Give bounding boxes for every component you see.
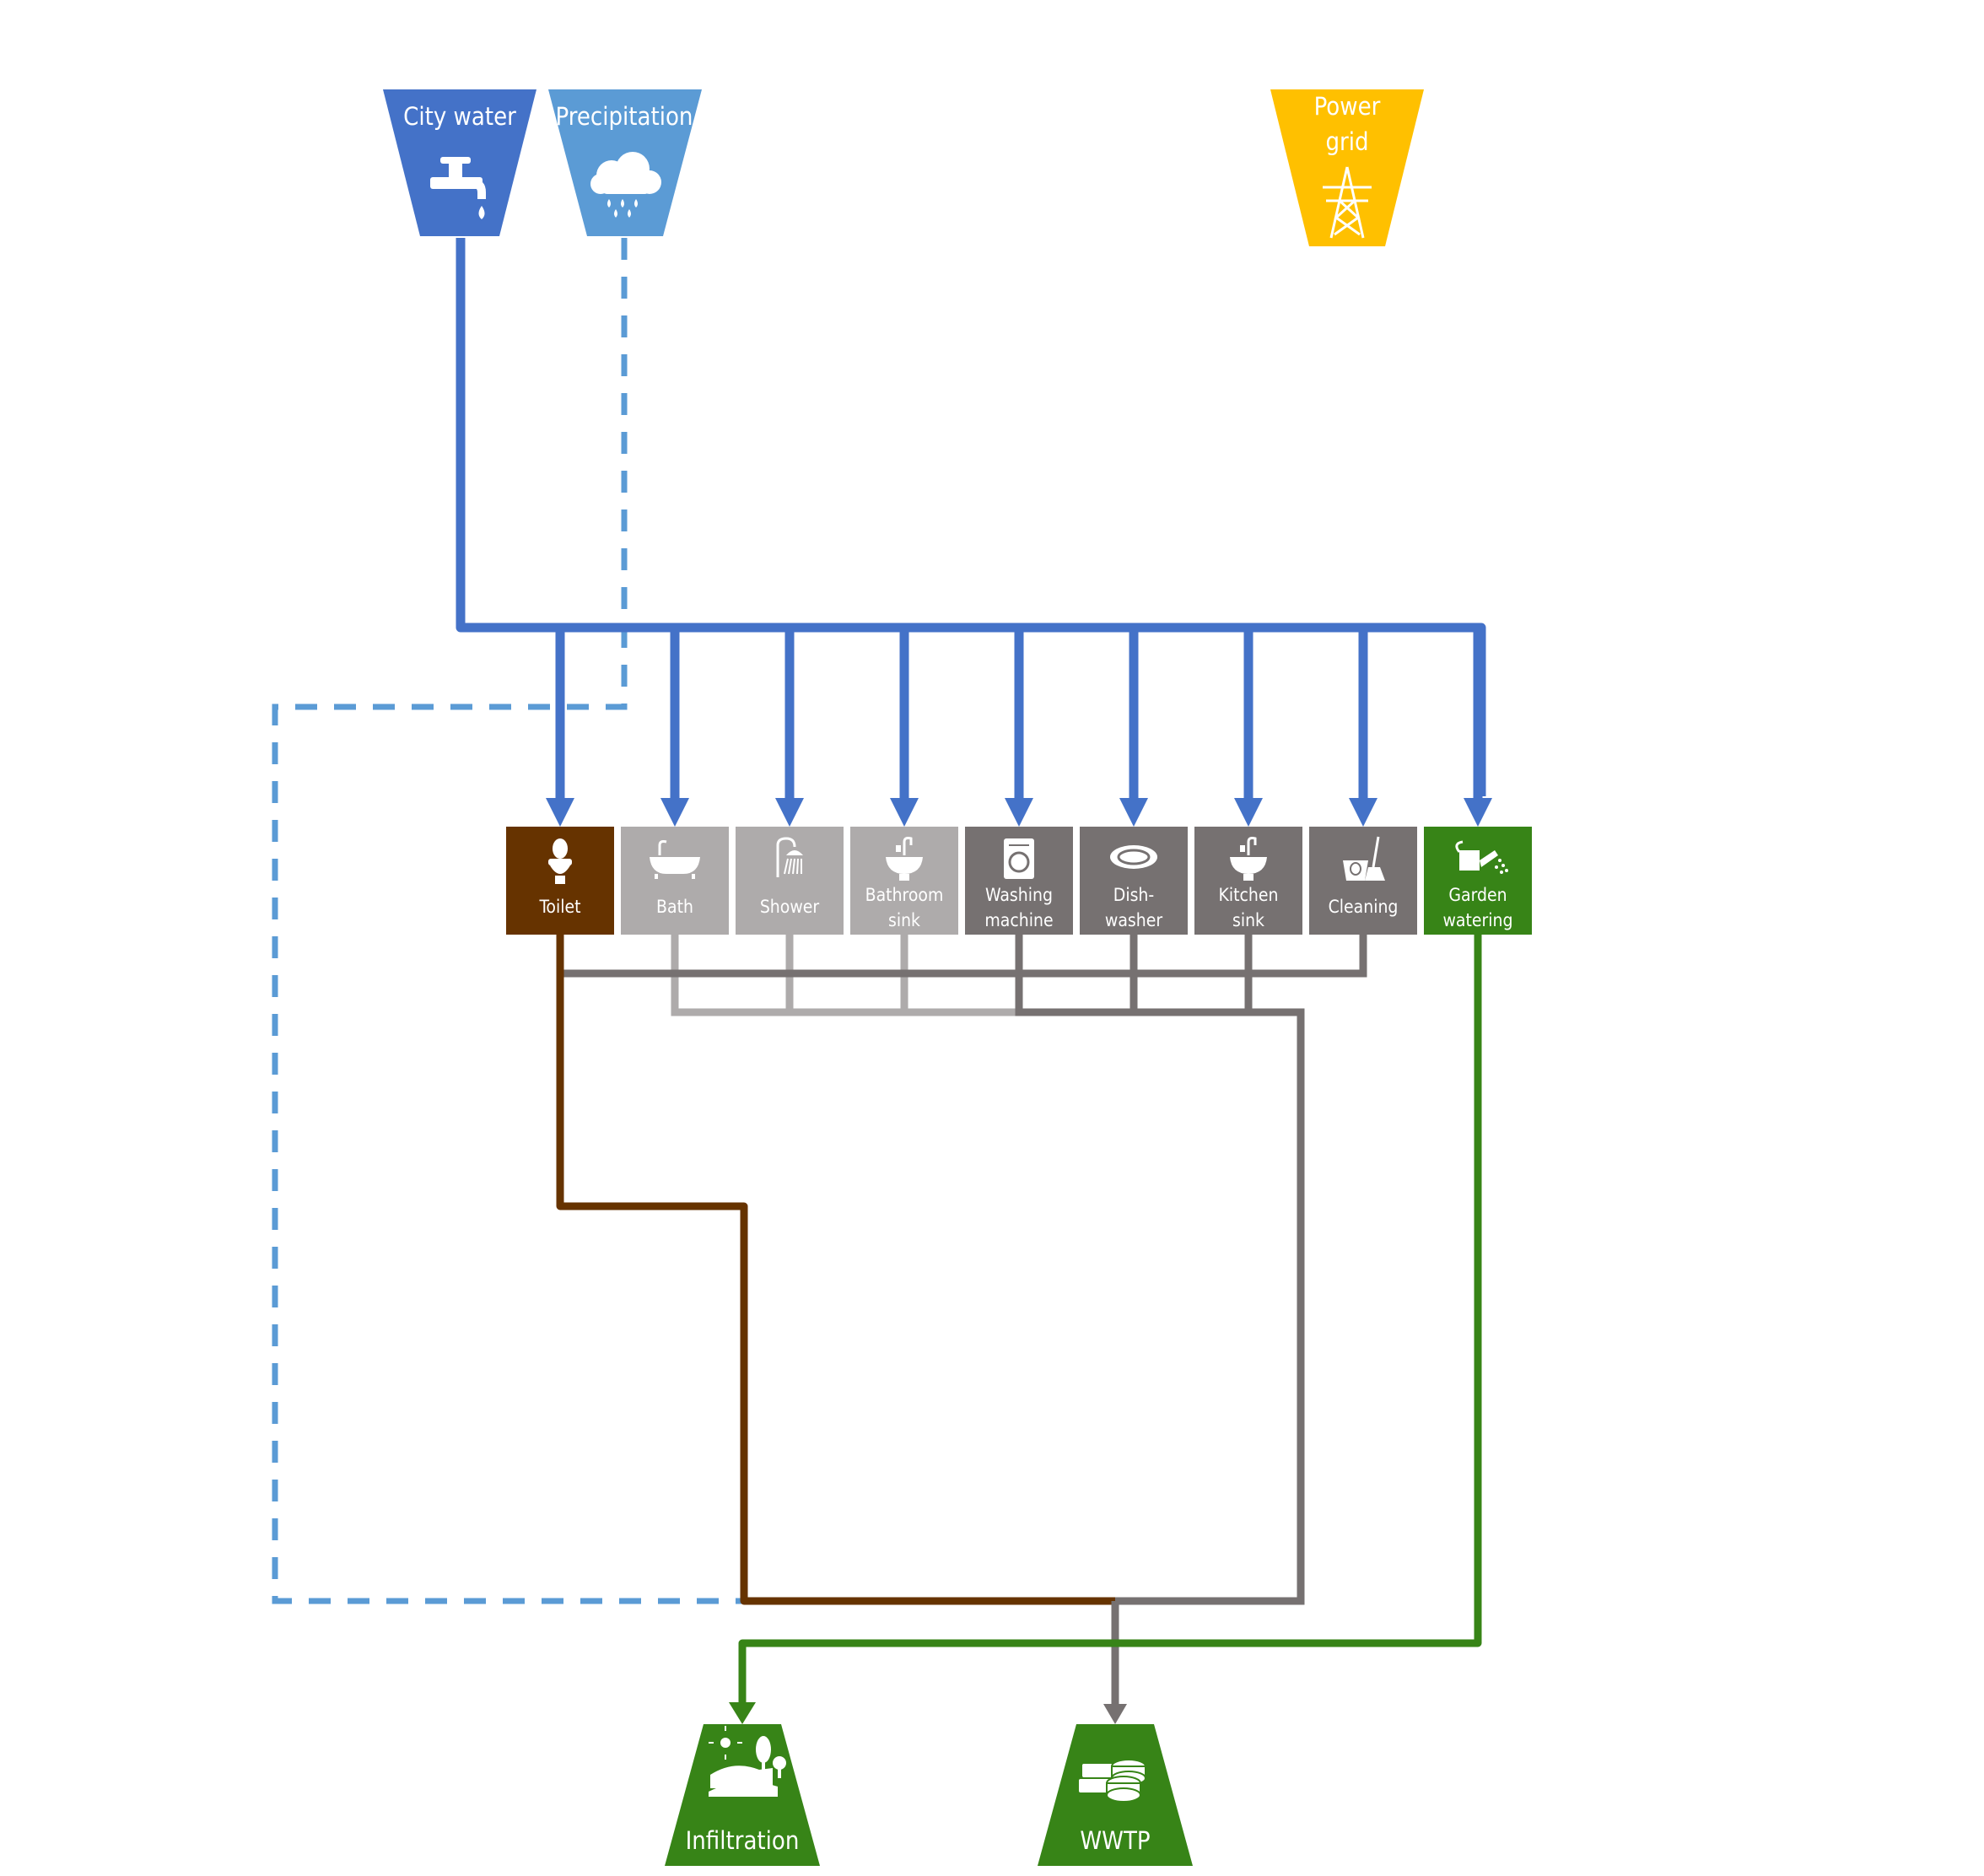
source-precipitation: Precipitation	[548, 89, 702, 236]
precipitation-pipe	[272, 238, 742, 1604]
dark-greywater-pipe	[1015, 935, 1305, 1605]
use-garden-watering: Garden watering	[1424, 827, 1532, 935]
plate-icon	[1110, 845, 1157, 869]
source-power-grid: Power grid	[1270, 89, 1424, 246]
use-label: Dish-	[1113, 885, 1154, 905]
use-label: Washing	[985, 885, 1053, 905]
sink-label: WWTP	[1080, 1826, 1150, 1855]
city-water-arrow	[546, 798, 574, 827]
washing-machine-icon	[1004, 838, 1034, 879]
use-label: Kitchen	[1218, 885, 1278, 905]
rain-cloud-icon	[590, 152, 661, 218]
use-label: Cleaning	[1329, 897, 1399, 917]
city-water-arrow	[1349, 798, 1377, 827]
dark-greywater-pipe-top	[556, 935, 1367, 978]
power-pylon-icon	[1323, 166, 1372, 239]
use-box	[621, 827, 729, 935]
treatment-tanks-icon	[1077, 1759, 1146, 1803]
source-city-water: City water	[383, 89, 536, 236]
use-label: Bath	[656, 897, 693, 917]
city-water-arrow	[890, 798, 919, 827]
use-dishwasher: Dish-washer	[1080, 827, 1188, 935]
use-shower: Shower	[736, 827, 844, 935]
use-label: Toilet	[538, 897, 580, 917]
shower-icon	[776, 837, 803, 877]
city-water-branches	[546, 628, 1492, 827]
use-label: Garden	[1448, 885, 1507, 905]
infiltration-arrow	[729, 1702, 756, 1724]
garden-pipe	[738, 935, 1482, 1707]
use-label: sink	[888, 910, 920, 930]
use-box	[1080, 827, 1188, 935]
tap-icon	[430, 157, 486, 219]
water-uses: Toilet Bath Shower Bathroom sink Washing machi…	[506, 827, 1532, 935]
landscape-icon	[709, 1726, 786, 1797]
use-label: washer	[1105, 910, 1162, 930]
use-washing-machine: Washing machine	[965, 827, 1073, 935]
source-label-line-2: grid	[1325, 127, 1368, 156]
city-water-arrow	[660, 798, 689, 827]
use-cleaning: Cleaning	[1309, 827, 1417, 935]
watering-can-icon	[1455, 840, 1508, 874]
sink-infiltration: Infiltration	[665, 1724, 820, 1866]
sink-icon	[1230, 837, 1267, 881]
use-toilet: Toilet	[506, 827, 614, 935]
use-label: machine	[984, 910, 1053, 930]
use-box	[736, 827, 844, 935]
bucket-broom-icon	[1343, 836, 1385, 881]
use-bathroom-sink: Bathroom sink	[850, 827, 958, 935]
bathtub-icon	[650, 840, 700, 879]
blackwater-pipe	[556, 935, 1115, 1605]
city-water-arrow	[1005, 798, 1033, 827]
use-kitchen-sink: Kitchen sink	[1194, 827, 1302, 935]
use-label: Bathroom	[865, 885, 944, 905]
city-water-arrow	[1119, 798, 1148, 827]
toilet-icon	[548, 838, 572, 884]
sink-label: Infiltration	[686, 1826, 800, 1855]
use-label: sink	[1232, 910, 1264, 930]
wwtp-arrow	[1103, 1704, 1127, 1724]
city-water-arrow	[1234, 798, 1263, 827]
use-label: Shower	[760, 897, 820, 917]
use-label: watering	[1442, 910, 1512, 930]
use-box	[1424, 827, 1532, 935]
use-bath: Bath	[621, 827, 729, 935]
city-water-arrow	[1464, 798, 1492, 827]
pipes	[272, 238, 1492, 1724]
source-label: City water	[403, 102, 516, 131]
city-water-pipe	[456, 238, 1486, 796]
sink-icon	[886, 837, 923, 881]
source-label: Precipitation	[556, 102, 693, 131]
city-water-arrow	[775, 798, 804, 827]
source-label-line-1: Power	[1314, 92, 1381, 121]
sink-wwtp: WWTP	[1038, 1724, 1193, 1866]
